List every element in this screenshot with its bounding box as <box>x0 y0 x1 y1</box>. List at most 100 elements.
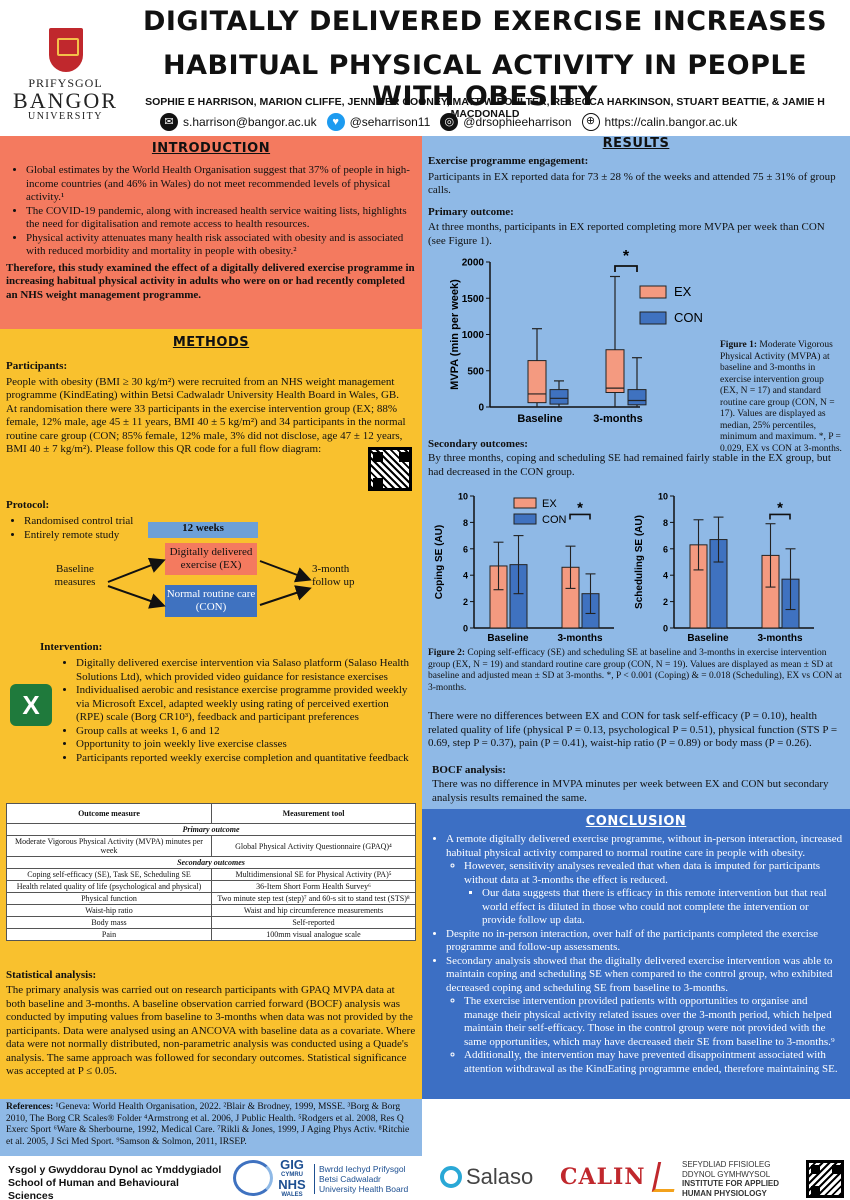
engagement-text: Participants in EX reported data for 73 … <box>428 170 836 197</box>
stats-heading: Statistical analysis: <box>6 969 97 981</box>
table-cell: Waist and hip circumference measurements <box>211 904 416 917</box>
x-tick-label: Baseline <box>517 413 562 425</box>
nhs-wales-logo: GIG CYMRU NHS WALES <box>276 1158 308 1200</box>
table-cell: 36-Item Short Form Health Survey⁶ <box>211 880 416 893</box>
table-row: Body mass Self-reported <box>6 916 416 929</box>
iahp-line1: SEFYDLIAD FFISIOLEG <box>682 1160 771 1169</box>
table-header-tool: Measurement tool <box>211 803 416 824</box>
table-row: Waist-hip ratio Waist and hip circumferen… <box>6 904 416 917</box>
y-tick-label: 6 <box>663 544 668 554</box>
table-cell: Health related quality of life (psycholo… <box>6 880 212 893</box>
conclusion-bullet-1: A remote digitally delivered exercise pr… <box>446 833 844 928</box>
protocol-heading: Protocol: <box>6 499 50 511</box>
references-label: References: <box>6 1102 54 1112</box>
intervention-bullet-1: Digitally delivered exercise interventio… <box>76 657 418 684</box>
table-cell: Global Physical Activity Questionnaire (… <box>211 835 416 857</box>
table-cell: 100mm visual analogue scale <box>211 928 416 941</box>
table-subheader-secondary: Secondary outcomes <box>6 856 416 869</box>
y-tick-label: 2 <box>463 597 468 607</box>
protocol-bullet-2: Entirely remote study <box>24 529 206 543</box>
table-row: Pain 100mm visual analogue scale <box>6 928 416 941</box>
table-subheader-primary: Primary outcome <box>6 823 416 836</box>
conclusion-title: CONCLUSION <box>585 814 687 829</box>
iahp-logo: SEFYDLIAD FFISIOLEG DDYNOL GYMHWYSOL INS… <box>682 1160 792 1198</box>
iahp-line3: INSTITUTE FOR APPLIED <box>682 1179 780 1188</box>
table-header-outcome: Outcome measure <box>6 803 212 824</box>
legend-label-ex: EX <box>542 498 557 510</box>
intro-bullet-1: Global estimates by the World Health Org… <box>26 164 414 205</box>
iahp-line2: DDYNOL GYMHWYSOL <box>682 1169 771 1179</box>
conclusion-bullet-3-text: Secondary analysis showed that the digit… <box>446 954 833 994</box>
coping-se-bar-chart: 0 2 4 6 8 10 Coping SE (AU) Baseline 3-months * EX… <box>434 492 614 644</box>
conclusion-subbullet-1: However, sensitivity analyses revealed t… <box>464 860 844 928</box>
legend-label-con: CON <box>542 514 567 526</box>
x-tick-label: 3-months <box>558 633 603 644</box>
y-tick-label: 4 <box>663 571 668 581</box>
y-tick-label: 1000 <box>462 330 485 341</box>
legend-swatch-ex <box>513 497 537 509</box>
x-tick-label: Baseline <box>487 633 529 644</box>
table-cell: Two minute step test (step)⁷ and 60-s si… <box>211 892 416 905</box>
table-header-row: Outcome measure Measurement tool <box>6 803 416 824</box>
bcuhb-line1: Bwrdd Iechyd Prifysgol <box>319 1164 406 1174</box>
engagement-heading: Exercise programme engagement: <box>428 155 589 167</box>
box-con <box>549 389 569 405</box>
contact-email-text: s.harrison@bangor.ac.uk <box>183 115 317 129</box>
y-tick-label: 0 <box>463 624 468 634</box>
nhs-wales: WALES <box>281 1192 303 1198</box>
bcuhb-line2: Betsi Cadwaladr <box>319 1174 381 1184</box>
conclusion-panel: CONCLUSION A remote digitally delivered … <box>422 809 850 1099</box>
table-row: Health related quality of life (psycholo… <box>6 880 416 893</box>
contact-twitter[interactable]: ♥ @seharrison11 <box>326 113 430 131</box>
table-cell: Moderate Vigorous Physical Activity (MVP… <box>6 835 212 857</box>
methods-panel: METHODS Participants: People with obesit… <box>0 329 422 1099</box>
footer-qr-code[interactable] <box>806 1160 844 1198</box>
nhs-wales-emblem-icon <box>233 1160 273 1196</box>
y-tick-label: 2000 <box>462 258 485 269</box>
intervention-bullet-4: Opportunity to join weekly live exercise… <box>76 738 418 752</box>
x-tick-label: 3-months <box>758 633 803 644</box>
y-tick-label: 4 <box>463 571 468 581</box>
legend-swatch-ex <box>639 285 667 299</box>
figure2-caption-text: Coping self-efficacy (SE) and scheduling… <box>428 648 842 693</box>
significance-bracket <box>769 513 791 520</box>
x-tick-label: Baseline <box>687 633 729 644</box>
y-axis-label: Scheduling SE (AU) <box>634 515 645 609</box>
table-cell: Physical function <box>6 892 212 905</box>
conclusion-bullet-2: Despite no in-person interaction, over h… <box>446 928 844 955</box>
intervention-bullet-5: Participants reported weekly exercise co… <box>76 752 418 766</box>
y-tick-label: 6 <box>463 544 468 554</box>
y-tick-label: 1500 <box>462 294 485 305</box>
figure2-caption: Figure 2: Coping self-efficacy (SE) and … <box>428 648 844 694</box>
flow-arrows <box>107 557 312 609</box>
nhs-nhs: NHS <box>278 1177 306 1192</box>
flow-diagram-qr-code[interactable] <box>368 447 412 491</box>
conclusion-subsubbullet-1: Our data suggests that there is efficacy… <box>482 887 844 928</box>
x-tick-label: 3-months <box>593 413 643 425</box>
figure1-caption: Figure 1: Moderate Vigorous Physical Act… <box>720 340 844 455</box>
introduction-bullets: Global estimates by the World Health Org… <box>8 164 414 259</box>
intervention-bullet-3: Group calls at weeks 1, 6 and 12 <box>76 725 418 739</box>
contact-email[interactable]: ✉ s.harrison@bangor.ac.uk <box>160 113 317 131</box>
intervention-heading: Intervention: <box>40 641 103 653</box>
logo-line1: PRIFYSGOL <box>28 76 103 90</box>
results-title: RESULTS <box>602 136 670 151</box>
poster-title-line1: DIGITALLY DELIVERED EXERCISE INCREASES <box>142 6 828 37</box>
table-cell: Body mass <box>6 916 212 929</box>
salaso-logo: Salaso <box>466 1164 534 1189</box>
secondary-outcomes-text: By three months, coping and scheduling S… <box>428 452 831 478</box>
school-line2: School of Human and Behavioural Sciences <box>8 1177 179 1200</box>
author-list: SOPHIE E HARRISON, MARION CLIFFE, JENNIF… <box>145 96 825 120</box>
y-axis-label: MVPA (min per week) <box>449 279 461 390</box>
conclusion-subbullet-3: Additionally, the intervention may have … <box>464 1049 844 1076</box>
significance-bracket <box>614 265 638 272</box>
contact-website[interactable]: ⊕ https://calin.bangor.ac.uk <box>581 113 737 131</box>
primary-outcome-heading: Primary outcome: <box>428 205 514 218</box>
twitter-icon: ♥ <box>326 113 345 131</box>
figure1-caption-label: Figure 1: <box>720 340 758 350</box>
contact-instagram[interactable]: ◎ @drsophieeharrison <box>440 113 572 131</box>
legend-swatch-con <box>639 311 667 325</box>
stats-text: The primary analysis was carried out on … <box>6 984 416 1077</box>
box-ex <box>605 349 625 393</box>
exercise-group-box: Digitally delivered exercise (EX) <box>165 543 257 575</box>
